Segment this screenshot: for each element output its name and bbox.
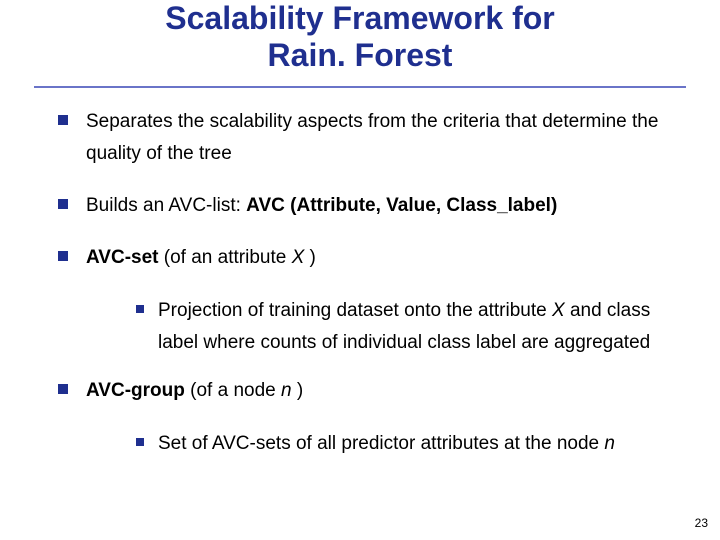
- slide-title: Scalability Framework for Rain. Forest: [0, 0, 720, 86]
- sub-bullet-text: Set of AVC-sets of all predictor attribu…: [158, 428, 662, 460]
- slide-body: Separates the scalability aspects from t…: [0, 106, 720, 460]
- title-line1: Scalability Framework for: [165, 0, 554, 36]
- bullet-text: AVC-set (of an attribute X ): [86, 242, 662, 274]
- page-number: 23: [695, 516, 708, 530]
- square-bullet-icon: [136, 438, 144, 446]
- sub-bullet-text: Projection of training dataset onto the …: [158, 295, 662, 360]
- bullet-text: Builds an AVC-list: AVC (Attribute, Valu…: [86, 190, 662, 222]
- square-bullet-icon: [58, 251, 68, 261]
- square-bullet-icon: [58, 384, 68, 394]
- square-bullet-icon: [58, 115, 68, 125]
- bullet-item: Builds an AVC-list: AVC (Attribute, Valu…: [58, 190, 662, 222]
- bullet-item: AVC-group (of a node n ): [58, 375, 662, 407]
- sub-bullet-item: Projection of training dataset onto the …: [136, 295, 662, 360]
- bullet-text: Separates the scalability aspects from t…: [86, 106, 662, 171]
- bullet-item: AVC-set (of an attribute X ): [58, 242, 662, 274]
- square-bullet-icon: [58, 199, 68, 209]
- title-underline: [34, 86, 686, 88]
- sub-bullet-item: Set of AVC-sets of all predictor attribu…: [136, 428, 662, 460]
- bullet-item: Separates the scalability aspects from t…: [58, 106, 662, 171]
- title-line2: Rain. Forest: [268, 37, 453, 73]
- bullet-text: AVC-group (of a node n ): [86, 375, 662, 407]
- square-bullet-icon: [136, 305, 144, 313]
